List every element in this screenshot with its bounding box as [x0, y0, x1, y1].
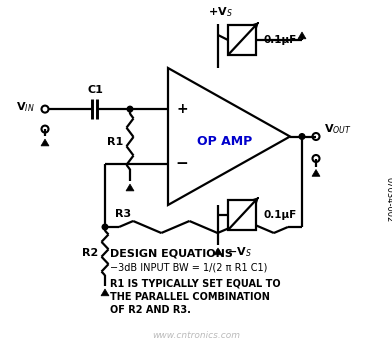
Polygon shape: [168, 68, 290, 205]
Bar: [228, 25, 256, 55]
Text: DESIGN EQUATIONS: DESIGN EQUATIONS: [110, 248, 233, 258]
Polygon shape: [126, 184, 134, 191]
Text: R1 IS TYPICALLY SET EQUAL TO
THE PARALLEL COMBINATION
OF R2 AND R3.: R1 IS TYPICALLY SET EQUAL TO THE PARALLE…: [110, 278, 281, 315]
Text: www.cntronics.com: www.cntronics.com: [152, 331, 240, 340]
Polygon shape: [312, 170, 320, 176]
Text: V$_{IN}$: V$_{IN}$: [16, 100, 35, 114]
Polygon shape: [41, 139, 49, 146]
Circle shape: [127, 106, 133, 112]
Text: 0.1μF: 0.1μF: [264, 210, 297, 220]
Text: R2: R2: [82, 248, 98, 258]
Text: C1: C1: [87, 85, 103, 95]
Text: +V$_S$: +V$_S$: [208, 5, 232, 19]
Text: R1: R1: [107, 137, 123, 147]
Circle shape: [299, 134, 305, 139]
Bar: [228, 200, 256, 230]
Polygon shape: [298, 32, 306, 39]
Polygon shape: [101, 289, 109, 296]
Circle shape: [102, 224, 108, 230]
Text: −V$_S$: −V$_S$: [227, 245, 251, 259]
Polygon shape: [214, 248, 222, 255]
Text: +: +: [176, 102, 188, 116]
Text: 07034-002: 07034-002: [385, 178, 392, 223]
Text: R3: R3: [115, 209, 131, 219]
Text: −V$_S$: −V$_S$: [228, 220, 252, 234]
Text: −3dB INPUT BW = 1/(2 π R1 C1): −3dB INPUT BW = 1/(2 π R1 C1): [110, 263, 267, 273]
Text: OP AMP: OP AMP: [198, 135, 252, 148]
Text: −: −: [176, 157, 189, 171]
Text: V$_{OUT}$: V$_{OUT}$: [324, 122, 352, 137]
Text: 0.1μF: 0.1μF: [264, 35, 297, 45]
